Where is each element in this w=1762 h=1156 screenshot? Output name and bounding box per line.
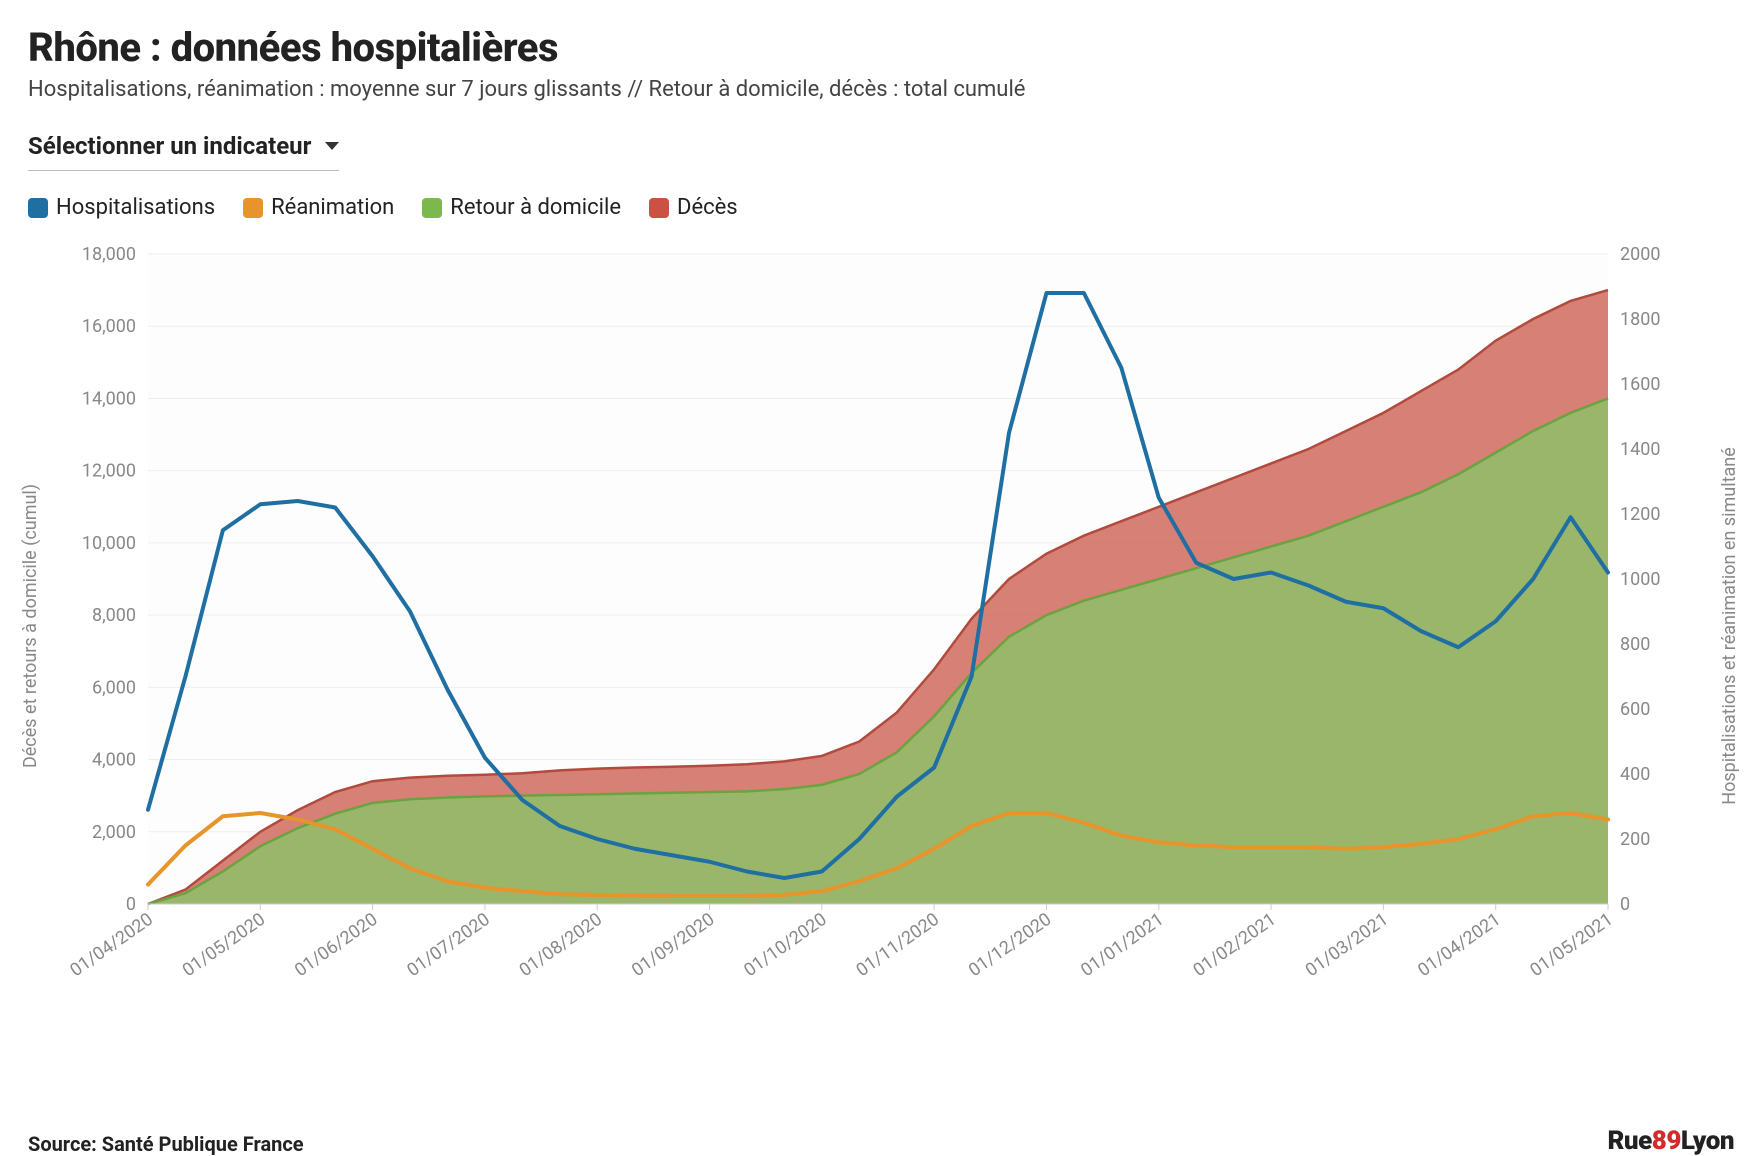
y-axis-left-label: Décès et retours à domicile (cumul): [20, 484, 41, 768]
svg-text:18,000: 18,000: [82, 244, 136, 265]
legend-label: Décès: [677, 195, 738, 220]
chevron-down-icon: [325, 142, 339, 150]
legend-swatch: [649, 198, 669, 218]
chart-subtitle: Hospitalisations, réanimation : moyenne …: [28, 77, 1734, 102]
legend-swatch: [28, 198, 48, 218]
svg-text:1000: 1000: [1620, 569, 1660, 590]
svg-text:01/02/2021: 01/02/2021: [1189, 909, 1280, 981]
svg-text:01/06/2020: 01/06/2020: [291, 909, 382, 981]
legend-item[interactable]: Réanimation: [243, 195, 394, 220]
logo-part-1: Rue: [1607, 1126, 1651, 1156]
legend-item[interactable]: Décès: [649, 195, 738, 220]
chart-area: Décès et retours à domicile (cumul) Hosp…: [28, 234, 1734, 1018]
y-axis-right-label: Hospitalisations et réanimation en simul…: [1719, 447, 1740, 805]
svg-text:0: 0: [1620, 894, 1630, 915]
svg-text:2,000: 2,000: [92, 822, 136, 843]
svg-text:01/05/2020: 01/05/2020: [179, 909, 270, 981]
source-prefix: Source:: [28, 1132, 102, 1156]
svg-text:16,000: 16,000: [82, 316, 136, 337]
chart-title: Rhône : données hospitalières: [28, 24, 1734, 71]
svg-text:01/12/2020: 01/12/2020: [965, 909, 1056, 981]
legend-swatch: [243, 198, 263, 218]
legend-item[interactable]: Hospitalisations: [28, 195, 215, 220]
svg-text:01/11/2020: 01/11/2020: [853, 909, 944, 981]
svg-text:6,000: 6,000: [92, 677, 136, 698]
svg-text:1200: 1200: [1620, 504, 1660, 525]
svg-text:01/01/2021: 01/01/2021: [1077, 909, 1168, 981]
indicator-selector-label: Sélectionner un indicateur: [28, 132, 311, 160]
logo-part-2: 89: [1652, 1126, 1681, 1156]
source-attribution: Source: Santé Publique France: [28, 1132, 304, 1156]
publisher-logo: Rue89Lyon: [1607, 1126, 1734, 1156]
svg-text:400: 400: [1620, 764, 1650, 785]
chart-svg: 0 2,000 4,000 6,000 8,000 10,000 12,000 14,000 1…: [28, 234, 1708, 1014]
svg-text:1400: 1400: [1620, 439, 1660, 460]
svg-text:01/04/2020: 01/04/2020: [66, 909, 157, 981]
indicator-selector[interactable]: Sélectionner un indicateur: [28, 126, 339, 171]
svg-text:01/05/2021: 01/05/2021: [1526, 909, 1617, 981]
svg-text:0: 0: [126, 894, 136, 915]
svg-text:01/09/2020: 01/09/2020: [628, 909, 719, 981]
svg-text:01/03/2021: 01/03/2021: [1302, 909, 1393, 981]
svg-text:200: 200: [1620, 829, 1650, 850]
svg-text:1600: 1600: [1620, 374, 1660, 395]
chart-card: Rhône : données hospitalières Hospitalis…: [0, 0, 1762, 1150]
svg-text:01/04/2021: 01/04/2021: [1414, 909, 1505, 981]
svg-text:4,000: 4,000: [92, 750, 136, 771]
svg-text:01/10/2020: 01/10/2020: [740, 909, 831, 981]
legend-label: Hospitalisations: [56, 195, 215, 220]
source-name: Santé Publique France: [102, 1132, 304, 1156]
legend-item[interactable]: Retour à domicile: [422, 195, 621, 220]
svg-text:1800: 1800: [1620, 309, 1660, 330]
svg-text:800: 800: [1620, 634, 1650, 655]
svg-text:8,000: 8,000: [92, 605, 136, 626]
svg-text:14,000: 14,000: [82, 388, 136, 409]
legend-label: Réanimation: [271, 195, 394, 220]
logo-part-3: Lyon: [1681, 1126, 1734, 1156]
svg-text:01/07/2020: 01/07/2020: [403, 909, 494, 981]
svg-text:600: 600: [1620, 699, 1650, 720]
legend: Hospitalisations Réanimation Retour à domi…: [28, 195, 1734, 220]
legend-swatch: [422, 198, 442, 218]
legend-label: Retour à domicile: [450, 195, 621, 220]
svg-text:10,000: 10,000: [82, 533, 136, 554]
svg-text:12,000: 12,000: [82, 461, 136, 482]
svg-text:2000: 2000: [1620, 244, 1660, 265]
svg-text:01/08/2020: 01/08/2020: [516, 909, 607, 981]
